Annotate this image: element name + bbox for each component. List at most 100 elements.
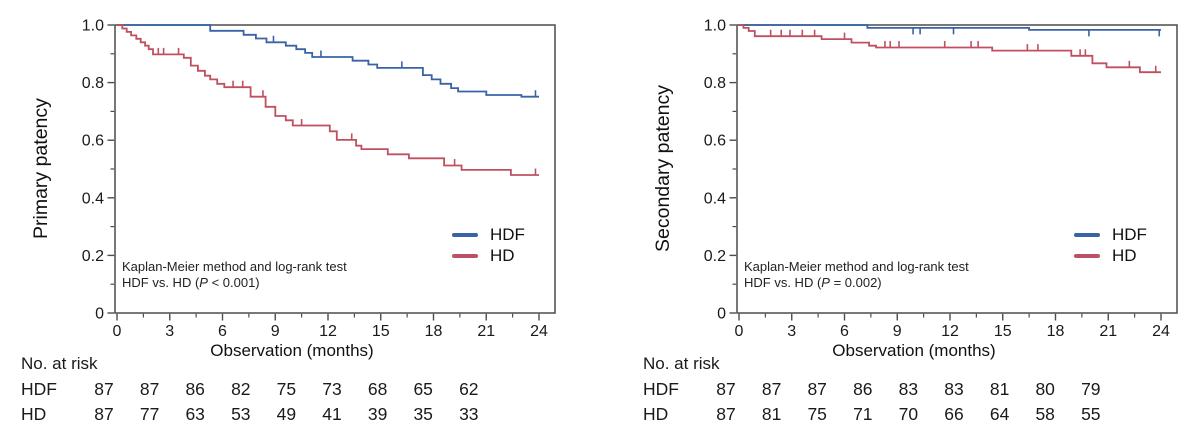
legend-label-hd: HD <box>1112 245 1137 265</box>
y-tick-label: 1.0 <box>704 18 726 35</box>
risk-row-label: HDF <box>21 379 57 399</box>
plot-box <box>114 24 556 314</box>
risk-count: 35 <box>413 404 433 424</box>
y-tick-label: 0 <box>717 306 726 323</box>
x-tick-label: 3 <box>165 323 174 340</box>
risk-row-label: HD <box>643 404 669 424</box>
annotation-line2-suffix: < 0.001) <box>207 275 260 290</box>
x-tick-label: 3 <box>787 323 796 340</box>
y-tick-label: 1.0 <box>82 18 104 35</box>
risk-count: 73 <box>322 379 342 399</box>
x-tick-label: 12 <box>319 323 337 340</box>
risk-count: 79 <box>1081 379 1101 399</box>
x-tick-label: 21 <box>477 323 495 340</box>
legend: HDF HD <box>452 224 525 266</box>
risk-count: 39 <box>367 404 388 424</box>
risk-count: 63 <box>185 404 205 424</box>
y-tick-label: 0.4 <box>82 190 104 207</box>
risk-count: 75 <box>807 404 827 424</box>
risk-count: 41 <box>322 404 342 424</box>
risk-count: 87 <box>94 404 114 424</box>
x-tick-label: 0 <box>735 323 744 340</box>
x-tick-label: 6 <box>218 323 227 340</box>
annotation-line1: Kaplan-Meier method and log-rank test <box>122 259 347 274</box>
p-value-symbol: P <box>821 275 830 290</box>
legend-item-hd: HD <box>452 245 525 266</box>
risk-count: 58 <box>1035 404 1055 424</box>
risk-count: 87 <box>716 379 736 399</box>
km-curve-hd <box>117 24 539 176</box>
legend-label-hdf: HDF <box>490 224 525 244</box>
risk-count: 66 <box>944 404 964 424</box>
risk-count: 86 <box>853 379 873 399</box>
x-tick-label: 12 <box>941 323 959 340</box>
x-tick-label: 24 <box>1152 323 1170 340</box>
legend-label-hd: HD <box>490 245 515 265</box>
x-tick-label: 9 <box>271 323 280 340</box>
hd-line-swatch <box>452 253 478 258</box>
risk-count: 77 <box>139 404 160 424</box>
primary-patency-plot: 0 3 6 9 12 15 18 21 24 1.0 0.8 0.6 0.4 0.2 0 <box>82 18 556 340</box>
km-curve-hdf <box>739 24 1161 31</box>
x-tick-label: 9 <box>893 323 902 340</box>
y-tick-label: 0.6 <box>704 133 726 150</box>
risk-count: 87 <box>716 404 736 424</box>
x-tick-label: 18 <box>1047 323 1065 340</box>
risk-count: 80 <box>1035 379 1055 399</box>
legend-label-hdf: HDF <box>1112 224 1147 244</box>
risk-table: HDF 87 87 87 86 83 83 81 80 79 HD 87 81 75 71 70 66 64 58 5… <box>622 0 1200 440</box>
risk-table: HDF 87 87 86 82 75 73 68 65 62 HD 87 77 63 53 49 41 39 35 3… <box>0 0 578 440</box>
y-tick-label: 0.2 <box>704 248 726 265</box>
y-tick-label: 0.4 <box>704 190 726 207</box>
km-curve-hd <box>739 24 1161 74</box>
plot-box <box>736 24 1178 314</box>
risk-count: 49 <box>276 404 297 424</box>
x-tick-label: 15 <box>994 323 1012 340</box>
risk-count: 81 <box>989 379 1010 399</box>
y-tick-label: 0.8 <box>704 75 726 92</box>
hdf-line-swatch <box>1074 232 1100 237</box>
risk-count: 33 <box>459 404 479 424</box>
annotation-line2: HDF vs. HD (P = 0.002) <box>744 275 969 291</box>
risk-count: 64 <box>989 404 1010 424</box>
annotation-line1: Kaplan-Meier method and log-rank test <box>744 259 969 274</box>
risk-count: 83 <box>898 379 919 399</box>
risk-count: 71 <box>853 404 873 424</box>
legend: HDF HD <box>1074 224 1147 266</box>
annotation-line2: HDF vs. HD (P < 0.001) <box>122 275 347 291</box>
y-tick-label: 0.2 <box>82 248 104 265</box>
risk-count: 75 <box>276 379 297 399</box>
hdf-line-swatch <box>452 232 478 237</box>
risk-count: 82 <box>231 379 251 399</box>
annotation-line2-suffix: = 0.002) <box>829 275 882 290</box>
legend-item-hd: HD <box>1074 245 1147 266</box>
risk-row-label: HD <box>21 404 47 424</box>
risk-count: 81 <box>761 404 782 424</box>
y-tick-label: 0 <box>95 306 104 323</box>
risk-count: 65 <box>413 379 433 399</box>
legend-item-hdf: HDF <box>1074 224 1147 245</box>
risk-count: 62 <box>459 379 479 399</box>
risk-count: 70 <box>898 404 919 424</box>
risk-count: 86 <box>185 379 205 399</box>
x-tick-label: 0 <box>113 323 122 340</box>
km-curve-hdf <box>117 24 539 98</box>
x-tick-label: 21 <box>1099 323 1117 340</box>
risk-table-title: No. at risk <box>643 354 720 373</box>
risk-count: 87 <box>139 379 160 399</box>
x-tick-label: 24 <box>530 323 548 340</box>
hd-line-swatch <box>1074 253 1100 258</box>
legend-item-hdf: HDF <box>452 224 525 245</box>
risk-count: 87 <box>761 379 782 399</box>
panel-primary-patency: 0 3 6 9 12 15 18 21 24 1.0 0.8 0.6 0.4 0.2 0 Primary p… <box>0 0 578 440</box>
risk-count: 83 <box>944 379 964 399</box>
panel-secondary-patency: 0 3 6 9 12 15 18 21 24 1.0 0.8 0.6 0.4 0.2 0 Secondary… <box>622 0 1200 440</box>
x-tick-label: 15 <box>372 323 390 340</box>
x-tick-label: 18 <box>425 323 443 340</box>
stats-annotation: Kaplan-Meier method and log-rank test HD… <box>122 259 347 291</box>
risk-count: 87 <box>807 379 827 399</box>
annotation-line2-prefix: HDF vs. HD ( <box>744 275 822 290</box>
p-value-symbol: P <box>199 275 208 290</box>
stats-annotation: Kaplan-Meier method and log-rank test HD… <box>744 259 969 291</box>
